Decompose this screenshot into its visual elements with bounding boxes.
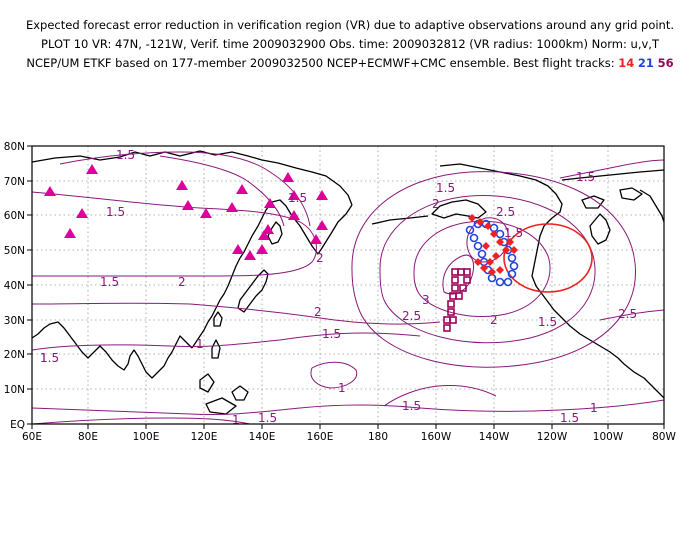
- contour-label: 1.5: [436, 181, 455, 195]
- lon-label: 140W: [479, 431, 510, 443]
- contour-label: 3: [422, 293, 430, 307]
- lon-label: 120E: [191, 431, 218, 443]
- contour-label: 1.5: [40, 351, 59, 365]
- contour-label: 2: [490, 313, 498, 327]
- contour-label: 1: [590, 401, 598, 415]
- lat-label: 30N: [4, 315, 25, 327]
- lat-label: 70N: [4, 176, 25, 188]
- flight-track-14-label: 14: [618, 56, 635, 70]
- axis-ticks: [27, 145, 665, 429]
- header-line-2: PLOT 10 VR: 47N, -121W, Verif. time 2009…: [41, 37, 659, 51]
- contour-label: 1: [338, 381, 346, 395]
- lon-label: 160E: [307, 431, 334, 443]
- lon-label: 100W: [593, 431, 624, 443]
- lat-label: 80N: [4, 141, 25, 153]
- contour-label: 1.5: [504, 226, 523, 240]
- lon-label: 80E: [78, 431, 98, 443]
- contour-label: 2.5: [496, 205, 515, 219]
- lat-label: 10N: [4, 384, 25, 396]
- lon-label: 60E: [22, 431, 42, 443]
- lat-label: 50N: [4, 245, 25, 257]
- verification-region-circle: [503, 223, 593, 293]
- lon-label: 140E: [249, 431, 276, 443]
- lon-label: 100E: [133, 431, 160, 443]
- latitude-labels: EQ 10N 20N 30N 40N 50N 60N 70N 80N: [4, 141, 25, 431]
- flight-track-21-label: 21: [637, 56, 654, 70]
- lat-lon-grid: [32, 146, 664, 424]
- header-line-3-text: NCEP/UM ETKF based on 177-member 2009032…: [26, 56, 615, 70]
- contour-label: 1.5: [402, 399, 421, 413]
- contour-label: 1.5: [322, 327, 341, 341]
- contour-label: 2.5: [618, 307, 637, 321]
- contour-label: 1: [232, 413, 240, 427]
- lat-label: 20N: [4, 349, 25, 361]
- lat-label: 40N: [4, 280, 25, 292]
- plot-header: Expected forecast error reduction in ver…: [0, 16, 700, 73]
- lat-label: 60N: [4, 210, 25, 222]
- contour-label: 1.5: [576, 170, 595, 184]
- contour-label: 2: [432, 197, 440, 211]
- contour-label: 2: [316, 251, 324, 265]
- lon-label: 160W: [421, 431, 452, 443]
- contour-label: 2.5: [402, 309, 421, 323]
- flight-track-56: [443, 268, 471, 332]
- flight-track-56-label: 56: [657, 56, 674, 70]
- contour-label: 1.5: [288, 191, 307, 205]
- contour-label: 1.5: [538, 315, 557, 329]
- header-line-1: Expected forecast error reduction in ver…: [25, 18, 675, 32]
- contour-label: 1.5: [560, 411, 579, 425]
- header-line-3: NCEP/UM ETKF based on 177-member 2009032…: [0, 54, 700, 73]
- contour-label: 2: [314, 305, 322, 319]
- lon-label: 180: [368, 431, 388, 443]
- raob-sites: [44, 164, 328, 260]
- contour-label: 1.5: [116, 148, 135, 162]
- coastlines: [32, 150, 664, 415]
- contour-label: 1.5: [100, 275, 119, 289]
- longitude-labels: 60E 80E 100E 120E 140E 160E 180 160W 140…: [22, 431, 676, 443]
- contour-label: 2: [178, 275, 186, 289]
- lon-label: 120W: [537, 431, 568, 443]
- contour-label: 1: [196, 337, 204, 351]
- lon-label: 80W: [652, 431, 676, 443]
- contour-label: 1: [40, 351, 48, 365]
- lat-label: EQ: [10, 419, 25, 431]
- contour-value-labels: 1.5 1.5 1.5 1.5 1.5 1.5 1.5 1.5 1.5 1.5 …: [40, 148, 637, 427]
- flight-track-14: [468, 214, 518, 276]
- contour-label: 1.5: [106, 205, 125, 219]
- contour-label: 1.5: [258, 411, 277, 425]
